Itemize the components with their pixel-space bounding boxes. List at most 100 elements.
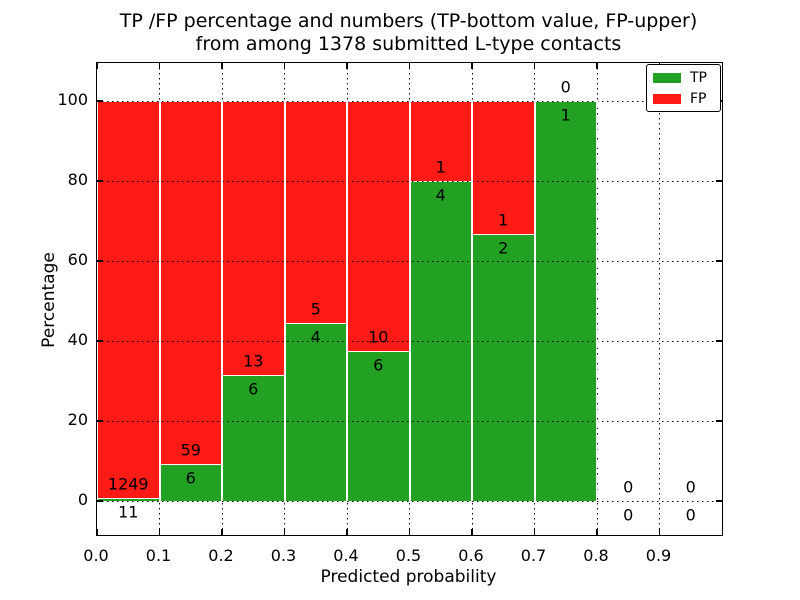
- x-tick-label: 0.1: [145, 546, 172, 565]
- legend: TP FP: [646, 64, 721, 112]
- bar-boundary-overlay: [471, 101, 473, 501]
- x-tick: [533, 529, 536, 535]
- bar-fp-segment: [222, 101, 285, 375]
- bar-boundary-overlay: [284, 101, 285, 501]
- fp-count-label: 0: [623, 477, 634, 497]
- x-gridline: [659, 63, 660, 535]
- x-tick: [596, 529, 598, 535]
- x-axis-label: Predicted probability: [320, 567, 497, 587]
- x-tick: [221, 529, 223, 535]
- y-tick-label: 20: [67, 410, 88, 429]
- y-tick: [716, 340, 722, 342]
- y-gridline: [97, 500, 722, 502]
- bar-boundary-overlay: [409, 101, 410, 501]
- tp-count-label: 11: [118, 502, 139, 522]
- fp-count-label: 1249: [107, 474, 149, 494]
- bar-boundary-overlay: [221, 101, 223, 501]
- bar-boundary-overlay: [346, 101, 348, 501]
- x-tick-label: 0.9: [645, 546, 672, 565]
- fp-swatch-icon: [653, 94, 681, 104]
- y-tick: [716, 500, 722, 502]
- tp-count-label: 4: [435, 185, 446, 205]
- y-tick: [97, 420, 103, 422]
- y-tick: [716, 260, 722, 262]
- x-tick: [158, 63, 161, 69]
- bar-tp-segment: [159, 464, 222, 501]
- x-tick: [283, 63, 286, 69]
- fp-count-label: 10: [368, 327, 389, 347]
- legend-row-fp: FP: [653, 91, 720, 107]
- fp-count-label: 0: [685, 477, 696, 497]
- y-tick-label: 40: [67, 330, 88, 349]
- y-tick: [97, 340, 103, 342]
- bar-tp-segment: [534, 101, 597, 501]
- bar-tp-segment: [222, 374, 285, 501]
- tp-count-label: 6: [248, 379, 259, 399]
- tp-count-label: 0: [623, 505, 634, 525]
- y-tick: [97, 260, 103, 262]
- x-tick: [408, 63, 411, 69]
- fp-count-label: 1: [435, 157, 446, 177]
- tp-count-label: 1: [560, 105, 571, 125]
- chart-title-line1: TP /FP percentage and numbers (TP-bottom…: [119, 10, 698, 32]
- x-tick-label: 0.0: [83, 546, 109, 565]
- x-tick-label: 0.6: [458, 546, 484, 565]
- x-tick: [96, 529, 98, 535]
- x-tick-label: 0.8: [583, 546, 609, 565]
- bar-fp-segment: [284, 101, 347, 324]
- x-tick: [158, 529, 161, 535]
- bar-tp-segment: [284, 323, 347, 501]
- bar-fp-segment: [409, 101, 472, 181]
- bar-tp-segment: [347, 351, 410, 501]
- y-tick: [716, 420, 722, 422]
- bar-boundary-overlay: [159, 101, 160, 501]
- fp-count-label: 0: [560, 77, 571, 97]
- plot-area: 1249 11 59 6 13 6 5 4 10 6 1 4 1 2 0 1 0 0 0 0: [96, 62, 723, 536]
- legend-row-tp: TP: [653, 70, 720, 86]
- y-tick-label: 60: [67, 250, 88, 269]
- tp-swatch-icon: [653, 73, 681, 83]
- fp-count-label: 5: [310, 299, 321, 319]
- bar-tp-segment: [472, 234, 535, 501]
- bar-boundary-overlay: [596, 101, 598, 501]
- x-tick: [658, 529, 661, 535]
- x-tick: [596, 63, 598, 69]
- x-tick: [221, 63, 223, 69]
- y-tick: [716, 180, 722, 182]
- fp-count-label: 1: [498, 210, 509, 230]
- tp-count-label: 0: [685, 505, 696, 525]
- x-tick-label: 0.5: [395, 546, 422, 565]
- legend-label-tp: TP: [690, 70, 707, 86]
- x-tick-label: 0.2: [208, 546, 234, 565]
- bar-fp-segment: [159, 101, 222, 465]
- x-tick: [408, 529, 411, 535]
- y-tick: [97, 500, 103, 502]
- y-tick-label: 0: [77, 490, 88, 509]
- x-tick: [471, 529, 473, 535]
- tp-count-label: 6: [185, 468, 196, 488]
- x-tick: [346, 529, 348, 535]
- x-tick: [96, 63, 98, 69]
- tp-count-label: 6: [373, 355, 384, 375]
- x-tick-label: 0.3: [270, 546, 297, 565]
- tp-count-label: 2: [498, 238, 509, 258]
- x-tick-label: 0.7: [520, 546, 547, 565]
- bar-fp-segment: [347, 101, 410, 351]
- fp-count-label: 59: [180, 440, 201, 460]
- x-tick: [283, 529, 286, 535]
- bar-boundary-overlay: [534, 101, 535, 501]
- x-tick-label: 0.4: [333, 546, 359, 565]
- x-tick: [471, 63, 473, 69]
- x-tick: [533, 63, 536, 69]
- fp-count-label: 13: [243, 351, 264, 371]
- y-tick-label: 80: [67, 170, 88, 189]
- y-tick-label: 100: [57, 90, 88, 109]
- legend-label-fp: FP: [690, 91, 707, 107]
- y-tick: [97, 100, 103, 102]
- bar-fp-segment: [472, 101, 535, 235]
- x-tick: [346, 63, 348, 69]
- chart-title-line2: from among 1378 submitted L-type contact…: [195, 33, 622, 55]
- bar-fp-segment: [97, 101, 160, 498]
- tp-count-label: 4: [310, 327, 321, 347]
